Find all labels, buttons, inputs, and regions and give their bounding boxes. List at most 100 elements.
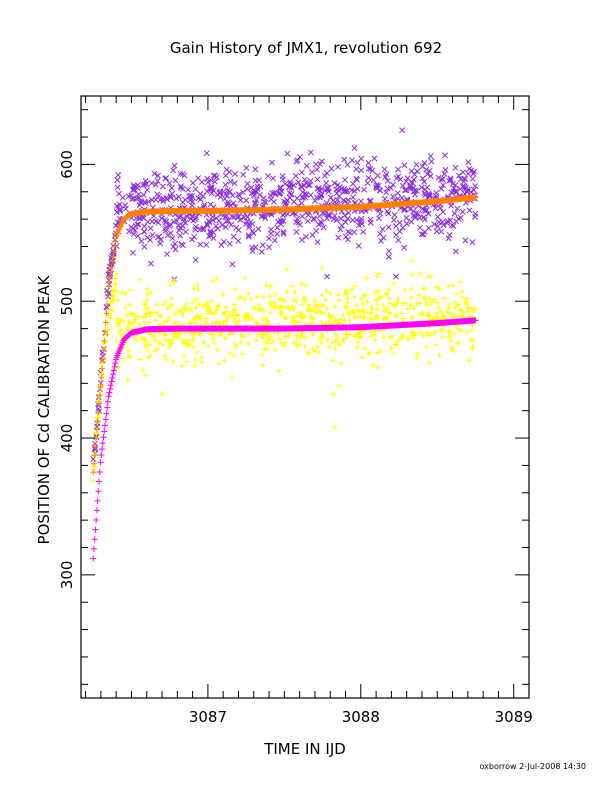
data-point: [365, 174, 372, 181]
data-point: [208, 184, 215, 191]
data-point: [306, 349, 312, 356]
data-point: [289, 283, 295, 289]
data-point: [205, 233, 212, 239]
data-point: [267, 336, 273, 343]
data-point: [374, 349, 381, 356]
data-point: [97, 383, 104, 390]
data-point: [261, 294, 267, 300]
data-point: [141, 228, 148, 235]
data-point: [377, 210, 384, 217]
data-point: [408, 218, 415, 225]
data-point: [140, 336, 146, 342]
data-point: [312, 298, 318, 304]
data-point: [169, 190, 176, 197]
data-point: [408, 182, 415, 189]
data-point: [229, 192, 236, 199]
data-point: [225, 199, 231, 206]
data-point: [135, 221, 142, 228]
data-point: [433, 228, 440, 235]
data-point: [338, 222, 345, 229]
data-point: [418, 184, 425, 191]
data-point: [327, 290, 333, 296]
data-point: [370, 362, 376, 369]
data-point: [341, 198, 348, 205]
data-point: [341, 176, 348, 183]
data-point: [141, 243, 148, 250]
data-point: [413, 301, 420, 307]
data-point: [175, 334, 181, 340]
data-point: [90, 545, 97, 552]
data-point: [324, 273, 331, 280]
data-point: [351, 294, 357, 300]
data-point: [91, 466, 97, 472]
data-point: [120, 318, 126, 324]
data-point: [214, 225, 221, 232]
data-point: [301, 314, 307, 320]
data-point: [400, 332, 407, 338]
data-point: [164, 318, 170, 324]
data-point: [472, 210, 479, 217]
data-point: [193, 320, 199, 326]
data-point: [180, 340, 187, 346]
data-point: [323, 215, 330, 222]
data-point: [351, 145, 358, 152]
data-point: [277, 336, 283, 342]
data-point: [140, 192, 147, 198]
data-point: [316, 349, 322, 355]
data-point: [137, 199, 144, 206]
data-point: [446, 302, 452, 308]
data-point: [342, 304, 349, 310]
data-point: [300, 330, 306, 336]
data-point: [279, 176, 286, 183]
data-point: [456, 172, 462, 179]
data-point: [270, 175, 277, 182]
data-point: [261, 308, 267, 314]
data-point: [200, 339, 207, 345]
data-point: [372, 337, 378, 343]
data-point: [245, 341, 251, 347]
data-point: [245, 291, 251, 297]
data-point: [101, 337, 108, 344]
data-point: [112, 275, 118, 281]
data-point: [301, 176, 308, 183]
data-point: [154, 178, 161, 184]
data-point: [399, 335, 405, 341]
data-point: [110, 288, 116, 294]
data-point: [411, 187, 418, 194]
data-point: [350, 194, 356, 201]
data-point: [298, 184, 305, 191]
data-point: [276, 368, 282, 374]
data-point: [209, 320, 215, 326]
data-point: [148, 332, 154, 338]
data-point: [176, 213, 182, 220]
data-point: [351, 283, 357, 289]
data-point: [285, 333, 292, 339]
data-point: [316, 213, 323, 220]
data-point: [146, 319, 152, 325]
data-point: [200, 193, 207, 200]
data-point: [460, 169, 466, 176]
data-point: [421, 216, 428, 223]
data-point: [170, 167, 177, 174]
data-point: [210, 172, 217, 179]
data-point: [299, 194, 306, 201]
data-point: [152, 181, 159, 188]
data-point: [433, 192, 439, 199]
data-point: [390, 193, 396, 200]
data-point: [162, 331, 168, 337]
data-point: [134, 337, 140, 343]
data-point: [344, 236, 351, 243]
data-point: [114, 184, 121, 191]
data-point: [407, 302, 413, 308]
data-point: [284, 266, 290, 272]
data-point: [225, 314, 231, 320]
data-point: [417, 224, 423, 231]
data-point: [383, 291, 389, 297]
data-point: [410, 212, 417, 219]
data-point: [310, 332, 316, 338]
data-point: [434, 213, 441, 220]
data-point: [167, 194, 174, 201]
data-point: [110, 248, 117, 255]
data-point: [294, 343, 300, 349]
data-point: [135, 232, 141, 239]
